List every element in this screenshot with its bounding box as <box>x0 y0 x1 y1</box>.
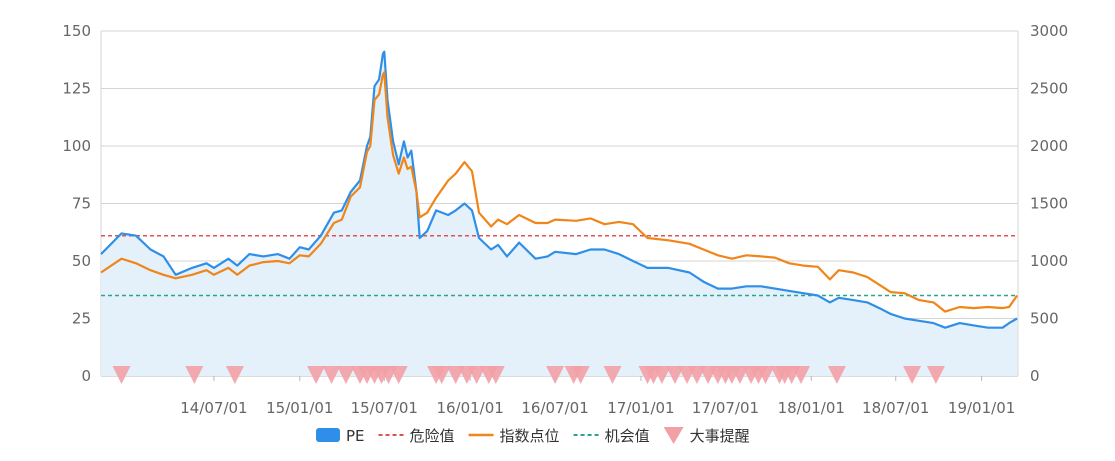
pe-line <box>100 50 1018 329</box>
y-right-tick-label: 1000 <box>1030 252 1068 270</box>
event-marker-triangle <box>546 366 565 384</box>
event-marker-triangle <box>337 366 355 384</box>
event-marker-triangle <box>571 366 590 384</box>
x-tick-label: 17/01/01 <box>607 399 674 417</box>
x-tick-label: 18/01/01 <box>778 399 845 417</box>
axis-labels-layer: 0255075100125150050010001500200025003000… <box>62 22 1068 417</box>
x-tick-label: 19/01/01 <box>948 399 1015 417</box>
event-marker-triangle <box>666 366 684 384</box>
x-tick-label: 15/01/01 <box>266 399 333 417</box>
x-tick-label: 16/07/01 <box>521 399 588 417</box>
event-marker-triangle <box>467 366 486 384</box>
pe-area-fill <box>101 51 1018 376</box>
x-tick-label: 17/07/01 <box>692 399 759 417</box>
y-left-tick-label: 0 <box>81 367 91 385</box>
event-markers-layer <box>112 366 945 384</box>
y-right-tick-label: 0 <box>1030 367 1040 385</box>
event-marker-triangle <box>652 366 671 384</box>
y-right-tick-label: 2000 <box>1030 137 1068 155</box>
legend: PE 危险值 指数点位 机会值 大事提醒 <box>316 427 750 445</box>
x-tick-label: 18/07/01 <box>862 399 929 417</box>
x-tick-label: 14/07/01 <box>180 399 247 417</box>
event-marker-triangle <box>307 366 326 384</box>
legend-label: PE <box>346 427 365 445</box>
event-marker-triangle <box>225 366 244 384</box>
event-marker-triangle <box>827 366 846 384</box>
event-marker-triangle <box>486 366 505 384</box>
event-marker-triangle <box>185 366 204 384</box>
y-left-tick-label: 50 <box>72 252 91 270</box>
reference-lines-layer <box>101 234 1018 297</box>
event-marker-triangle <box>322 366 341 384</box>
event-marker-triangle <box>756 366 775 384</box>
y-left-tick-label: 25 <box>72 310 91 328</box>
y-right-tick-label: 3000 <box>1030 22 1068 40</box>
x-tick-label: 15/07/01 <box>351 399 418 417</box>
y-right-tick-label: 1500 <box>1030 195 1068 213</box>
event-marker-triangle <box>792 366 810 384</box>
event-marker-triangle <box>389 366 408 384</box>
event-marker-triangle <box>903 366 922 384</box>
event-marker-triangle <box>112 366 131 384</box>
legend-label: 机会值 <box>605 427 650 445</box>
series-lines-layer <box>100 50 1019 329</box>
event-marker-triangle <box>603 366 622 384</box>
event-marker-triangle <box>926 366 945 384</box>
area-layer <box>101 51 1018 376</box>
y-left-tick-label: 150 <box>62 22 91 40</box>
x-tick-label: 16/01/01 <box>436 399 503 417</box>
legend-label: 大事提醒 <box>690 427 750 445</box>
legend-swatch-triangle <box>663 427 684 444</box>
legend-swatch-pe <box>316 428 340 442</box>
y-right-tick-label: 2500 <box>1030 80 1068 98</box>
y-left-tick-label: 125 <box>62 80 91 98</box>
y-right-tick-label: 500 <box>1030 310 1059 328</box>
event-marker-triangle <box>432 366 451 384</box>
index-level-line <box>100 71 1019 313</box>
y-left-tick-label: 100 <box>62 137 91 155</box>
legend-label: 危险值 <box>410 427 455 445</box>
y-left-tick-label: 75 <box>72 195 91 213</box>
legend-label: 指数点位 <box>500 427 560 445</box>
